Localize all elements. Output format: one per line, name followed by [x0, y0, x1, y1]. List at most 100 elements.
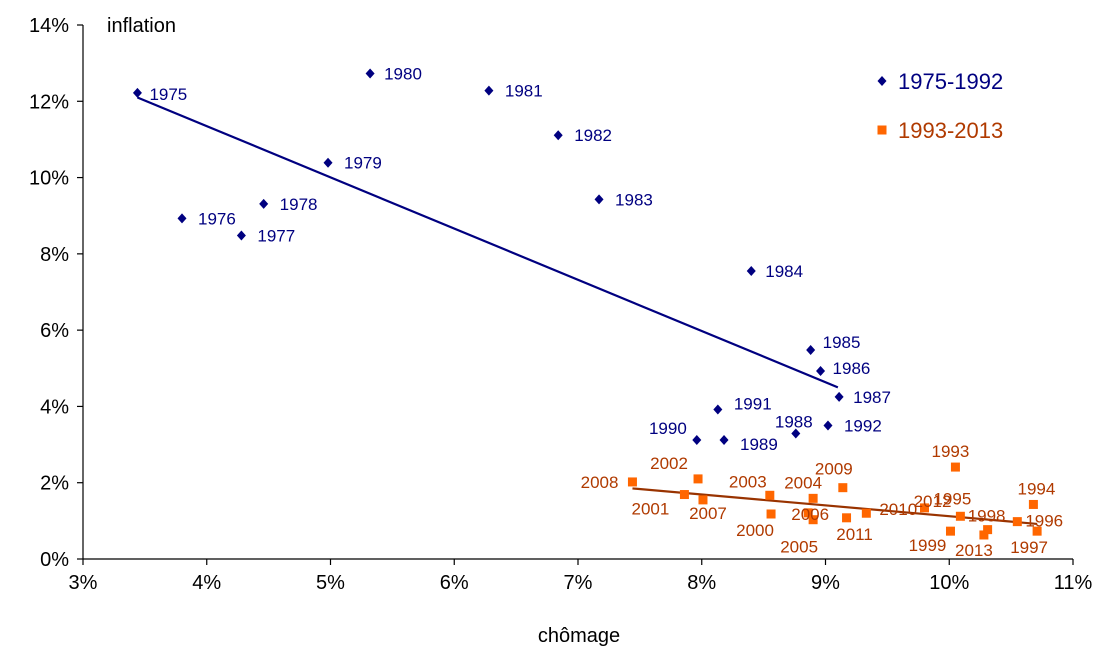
y-tick-label: 10% [29, 168, 69, 190]
markers [132, 68, 1042, 540]
point-label-1985: 1985 [823, 333, 861, 352]
marker-1996 [1012, 517, 1022, 527]
point-labels: 1975 1976 1977 1978 1979 1980 1981 1982 1983 1984… [149, 64, 1063, 560]
marker-1999 [945, 526, 955, 536]
point-label-1999: 1999 [909, 536, 947, 555]
marker-1997 [1032, 526, 1042, 536]
marker-2001 [679, 490, 689, 500]
y-tick-label: 0% [40, 549, 69, 571]
marker-1987 [834, 391, 844, 402]
trendline-1975-1992 [137, 96, 839, 389]
marker-2006 [803, 508, 813, 518]
marker-2009 [838, 483, 848, 493]
point-label-1990: 1990 [649, 419, 687, 438]
y-axis-title: inflation [107, 15, 176, 37]
point-label-2013: 2013 [955, 541, 993, 560]
marker-2003 [765, 490, 775, 500]
marker-1988 [791, 428, 801, 439]
x-tick-label: 8% [687, 572, 716, 594]
point-label-2004: 2004 [784, 473, 822, 492]
x-ticks: 3% 4% 5% 6% 7% 8% 9% 10% 11% [69, 559, 1093, 594]
point-label-1981: 1981 [505, 82, 543, 101]
marker-1981 [484, 85, 494, 96]
point-label-1980: 1980 [384, 64, 422, 83]
marker-2004 [808, 493, 818, 503]
legend-label-1975-1992: 1975-1992 [898, 69, 1003, 94]
point-label-2001: 2001 [632, 500, 670, 519]
marker-1979 [323, 157, 333, 168]
marker-1995 [955, 511, 965, 521]
point-label-1987: 1987 [853, 388, 891, 407]
point-label-1982: 1982 [574, 126, 612, 145]
y-tick-label: 4% [40, 396, 69, 418]
marker-2008 [627, 477, 637, 487]
point-label-1991: 1991 [734, 394, 772, 413]
point-label-1978: 1978 [280, 195, 318, 214]
marker-2010 [861, 508, 871, 518]
x-tick-label: 11% [1054, 572, 1093, 594]
point-label-1976: 1976 [198, 209, 236, 228]
x-tick-label: 4% [192, 572, 221, 594]
point-label-2000: 2000 [736, 521, 774, 540]
point-label-1994: 1994 [1017, 479, 1055, 498]
x-tick-label: 5% [316, 572, 345, 594]
marker-1982 [553, 130, 563, 141]
point-label-2008: 2008 [581, 473, 619, 492]
point-label-1989: 1989 [740, 435, 778, 454]
marker-2005 [808, 515, 818, 525]
x-tick-label: 10% [929, 572, 969, 594]
point-label-1975: 1975 [149, 85, 187, 104]
marker-2002 [693, 474, 703, 484]
point-label-1977: 1977 [257, 227, 295, 246]
point-label-1995: 1995 [933, 489, 971, 508]
axes [82, 25, 1073, 560]
marker-1992 [823, 420, 833, 431]
legend-marker-1975-1992 [877, 76, 887, 86]
legend: 1975-1992 1993-2013 [877, 69, 1003, 143]
marker-2012 [920, 503, 929, 513]
point-label-1997: 1997 [1010, 538, 1048, 557]
y-tick-label: 12% [29, 91, 69, 113]
marker-1978 [259, 198, 269, 209]
y-tick-label: 8% [40, 244, 69, 266]
x-tick-label: 3% [69, 572, 98, 594]
y-tick-label: 2% [40, 473, 69, 495]
y-tick-label: 6% [40, 320, 69, 342]
point-label-2010: 2010 [879, 500, 917, 519]
point-label-1988: 1988 [775, 413, 813, 432]
x-tick-label: 9% [811, 572, 840, 594]
marker-1993 [950, 462, 960, 472]
marker-2000 [766, 509, 776, 519]
x-axis-title: chômage [538, 625, 620, 647]
point-label-2006: 2006 [791, 505, 829, 524]
marker-2013 [979, 530, 989, 540]
point-label-2003: 2003 [729, 472, 767, 491]
point-label-1984: 1984 [765, 262, 803, 281]
marker-1998 [983, 525, 993, 535]
x-tick-label: 7% [564, 572, 593, 594]
marker-1990 [692, 434, 702, 445]
point-label-2007: 2007 [689, 504, 727, 523]
point-label-2009: 2009 [815, 460, 853, 479]
trendline-1993-2013 [632, 487, 1038, 526]
point-label-1986: 1986 [833, 359, 871, 378]
x-tick-label: 6% [440, 572, 469, 594]
marker-1991 [713, 404, 723, 415]
marker-2011 [842, 513, 852, 523]
marker-1986 [816, 365, 826, 376]
point-label-2005: 2005 [780, 538, 818, 557]
point-label-2012: 2012 [914, 492, 952, 511]
point-label-1998: 1998 [968, 507, 1006, 526]
y-tick-label: 14% [29, 15, 69, 37]
point-label-1983: 1983 [615, 190, 653, 209]
marker-1994 [1028, 499, 1038, 509]
y-ticks: 0% 2% 4% 6% 8% 10% 12% 14% [29, 15, 83, 571]
marker-1989 [719, 434, 729, 445]
marker-1985 [806, 344, 816, 355]
point-label-1992: 1992 [844, 417, 882, 436]
marker-1976 [177, 213, 187, 224]
marker-1977 [236, 230, 246, 241]
marker-1984 [746, 266, 756, 277]
marker-1983 [594, 194, 604, 205]
